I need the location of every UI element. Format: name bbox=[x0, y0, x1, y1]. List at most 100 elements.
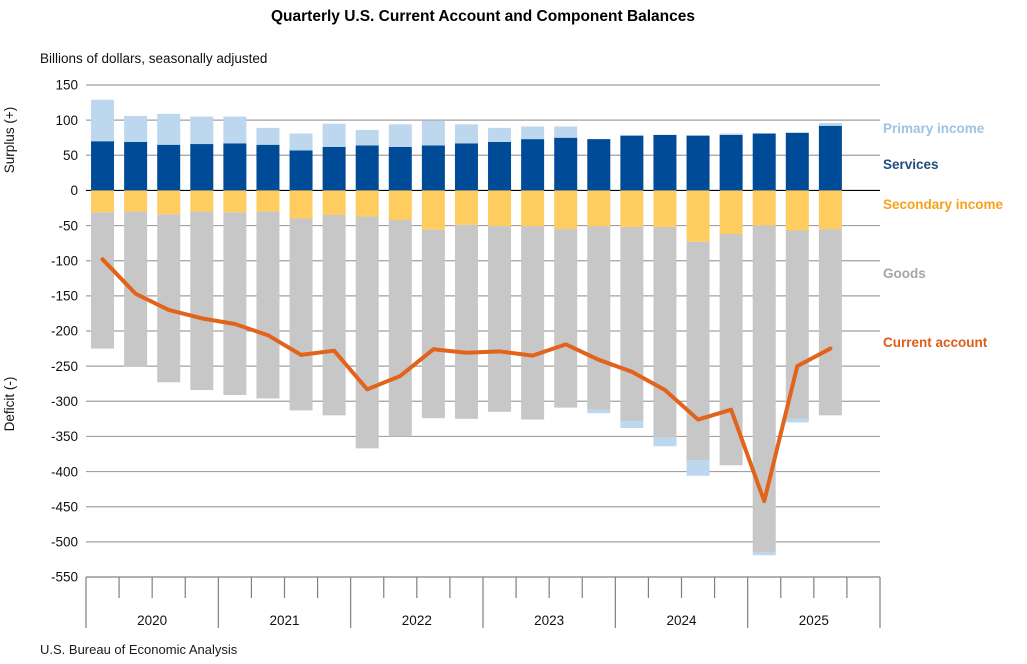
bar-services-2023-q1 bbox=[488, 141, 512, 191]
bar-primary-income-2022-q4 bbox=[454, 124, 478, 144]
bar-secondary-income-2020-q4 bbox=[190, 190, 214, 212]
bar-goods-2025-q2 bbox=[785, 230, 809, 419]
y-tick-label: 50 bbox=[63, 148, 78, 163]
bar-secondary-income-2022-q4 bbox=[454, 190, 478, 225]
bar-services-2022-q1 bbox=[355, 145, 379, 191]
bar-goods-2020-q2 bbox=[124, 211, 148, 367]
bar-goods-2023-q4 bbox=[587, 226, 611, 410]
y-tick-label: -450 bbox=[51, 499, 78, 514]
bar-services-2023-q4 bbox=[587, 139, 611, 191]
legend-secondary-income: Secondary income bbox=[883, 197, 1004, 212]
bar-goods-2022-q2 bbox=[388, 219, 412, 437]
bar-secondary-income-2025-q1 bbox=[752, 190, 776, 226]
bar-primary-income-2023-q1 bbox=[488, 127, 512, 142]
y-tick-label: -500 bbox=[51, 535, 78, 550]
bar-services-2024-q4 bbox=[719, 134, 743, 191]
bar-goods-2020-q1 bbox=[91, 212, 115, 349]
bar-goods-2021-q4 bbox=[322, 215, 346, 416]
bar-services-2021-q3 bbox=[289, 150, 313, 191]
bar-services-2025-q3 bbox=[818, 125, 842, 191]
bar-primary-income-2022-q3 bbox=[421, 120, 445, 146]
y-tick-label: -100 bbox=[51, 253, 78, 268]
bar-services-2025-q1 bbox=[752, 133, 776, 191]
bar-secondary-income-2020-q3 bbox=[157, 190, 181, 215]
bar-services-2024-q3 bbox=[686, 135, 710, 191]
bar-secondary-income-2024-q1 bbox=[620, 190, 644, 227]
bar-goods-2024-q4 bbox=[719, 234, 743, 466]
bar-goods-2025-q3 bbox=[818, 229, 842, 416]
bar-primary-income-2023-q2 bbox=[521, 126, 545, 140]
x-year-label: 2020 bbox=[137, 613, 167, 628]
y-tick-label: -400 bbox=[51, 464, 78, 479]
bar-secondary-income-2024-q3 bbox=[686, 190, 710, 242]
bar-goods-2020-q3 bbox=[157, 214, 181, 383]
bar-secondary-income-2020-q1 bbox=[91, 190, 115, 213]
bar-secondary-income-2023-q3 bbox=[554, 190, 578, 230]
bar-primary-income-2024-q1 bbox=[620, 420, 644, 428]
bar-goods-2021-q3 bbox=[289, 218, 313, 411]
bar-primary-income-2022-q2 bbox=[388, 124, 412, 147]
bar-services-2020-q4 bbox=[190, 144, 214, 191]
x-year-label: 2022 bbox=[402, 613, 432, 628]
bar-secondary-income-2023-q1 bbox=[488, 190, 512, 227]
y-tick-label: 150 bbox=[55, 78, 78, 93]
deficit-axis-label: Deficit (-) bbox=[2, 377, 17, 432]
y-tick-label: 100 bbox=[55, 113, 78, 128]
bar-goods-2024-q1 bbox=[620, 226, 644, 421]
bar-secondary-income-2021-q1 bbox=[223, 190, 247, 213]
bar-services-2020-q3 bbox=[157, 144, 181, 191]
y-tick-label: -300 bbox=[51, 394, 78, 409]
bar-services-2024-q1 bbox=[620, 135, 644, 191]
bar-goods-2021-q2 bbox=[256, 211, 280, 399]
y-tick-label: -150 bbox=[51, 289, 78, 304]
x-year-label: 2023 bbox=[534, 613, 564, 628]
bar-secondary-income-2025-q3 bbox=[818, 190, 842, 230]
y-tick-label: -550 bbox=[51, 570, 78, 585]
legend-services: Services bbox=[883, 157, 939, 172]
bar-secondary-income-2022-q2 bbox=[388, 190, 412, 220]
bar-primary-income-2020-q2 bbox=[124, 115, 148, 142]
bar-secondary-income-2023-q4 bbox=[587, 190, 611, 227]
bar-primary-income-2024-q3 bbox=[686, 460, 710, 476]
bar-services-2020-q1 bbox=[91, 141, 115, 191]
bar-services-2025-q2 bbox=[785, 132, 809, 191]
chart-title: Quarterly U.S. Current Account and Compo… bbox=[270, 8, 696, 25]
bar-goods-2024-q2 bbox=[653, 226, 677, 438]
bar-goods-2022-q3 bbox=[421, 229, 445, 419]
bar-primary-income-2025-q1 bbox=[752, 552, 776, 556]
bar-primary-income-2020-q1 bbox=[91, 99, 115, 142]
bar-secondary-income-2022-q1 bbox=[355, 190, 379, 217]
bar-goods-2023-q3 bbox=[554, 229, 578, 408]
current-account-line bbox=[100, 257, 833, 504]
legend-primary-income: Primary income bbox=[883, 121, 985, 136]
bar-primary-income-2021-q1 bbox=[223, 116, 247, 144]
bar-goods-2020-q4 bbox=[190, 211, 214, 391]
bar-primary-income-2023-q4 bbox=[587, 409, 611, 414]
bar-secondary-income-2021-q3 bbox=[289, 190, 313, 219]
bar-goods-2021-q1 bbox=[223, 212, 247, 395]
y-tick-label: -350 bbox=[51, 429, 78, 444]
bar-services-2022-q2 bbox=[388, 146, 412, 191]
bar-primary-income-2025-q3 bbox=[818, 122, 842, 126]
bar-goods-2023-q1 bbox=[488, 226, 512, 412]
bar-services-2022-q4 bbox=[454, 143, 478, 191]
bar-primary-income-2020-q4 bbox=[190, 116, 214, 145]
bar-secondary-income-2020-q2 bbox=[124, 190, 148, 212]
y-tick-label: 0 bbox=[70, 183, 78, 198]
bar-secondary-income-2021-q4 bbox=[322, 190, 346, 216]
bar-secondary-income-2024-q4 bbox=[719, 190, 743, 235]
bar-services-2024-q2 bbox=[653, 134, 677, 191]
x-year-label: 2024 bbox=[666, 613, 697, 628]
bar-secondary-income-2022-q3 bbox=[421, 190, 445, 230]
bar-services-2021-q2 bbox=[256, 144, 280, 191]
y-tick-label: -250 bbox=[51, 359, 78, 374]
bar-primary-income-2020-q3 bbox=[157, 113, 181, 145]
bar-services-2023-q3 bbox=[554, 137, 578, 191]
bar-services-2023-q2 bbox=[521, 139, 545, 191]
chart-subtitle: Billions of dollars, seasonally adjusted bbox=[40, 51, 268, 66]
surplus-axis-label: Surplus (+) bbox=[2, 107, 17, 173]
bar-primary-income-2023-q3 bbox=[554, 126, 578, 138]
bar-primary-income-2025-q2 bbox=[785, 418, 809, 423]
bar-goods-2022-q4 bbox=[454, 224, 478, 419]
